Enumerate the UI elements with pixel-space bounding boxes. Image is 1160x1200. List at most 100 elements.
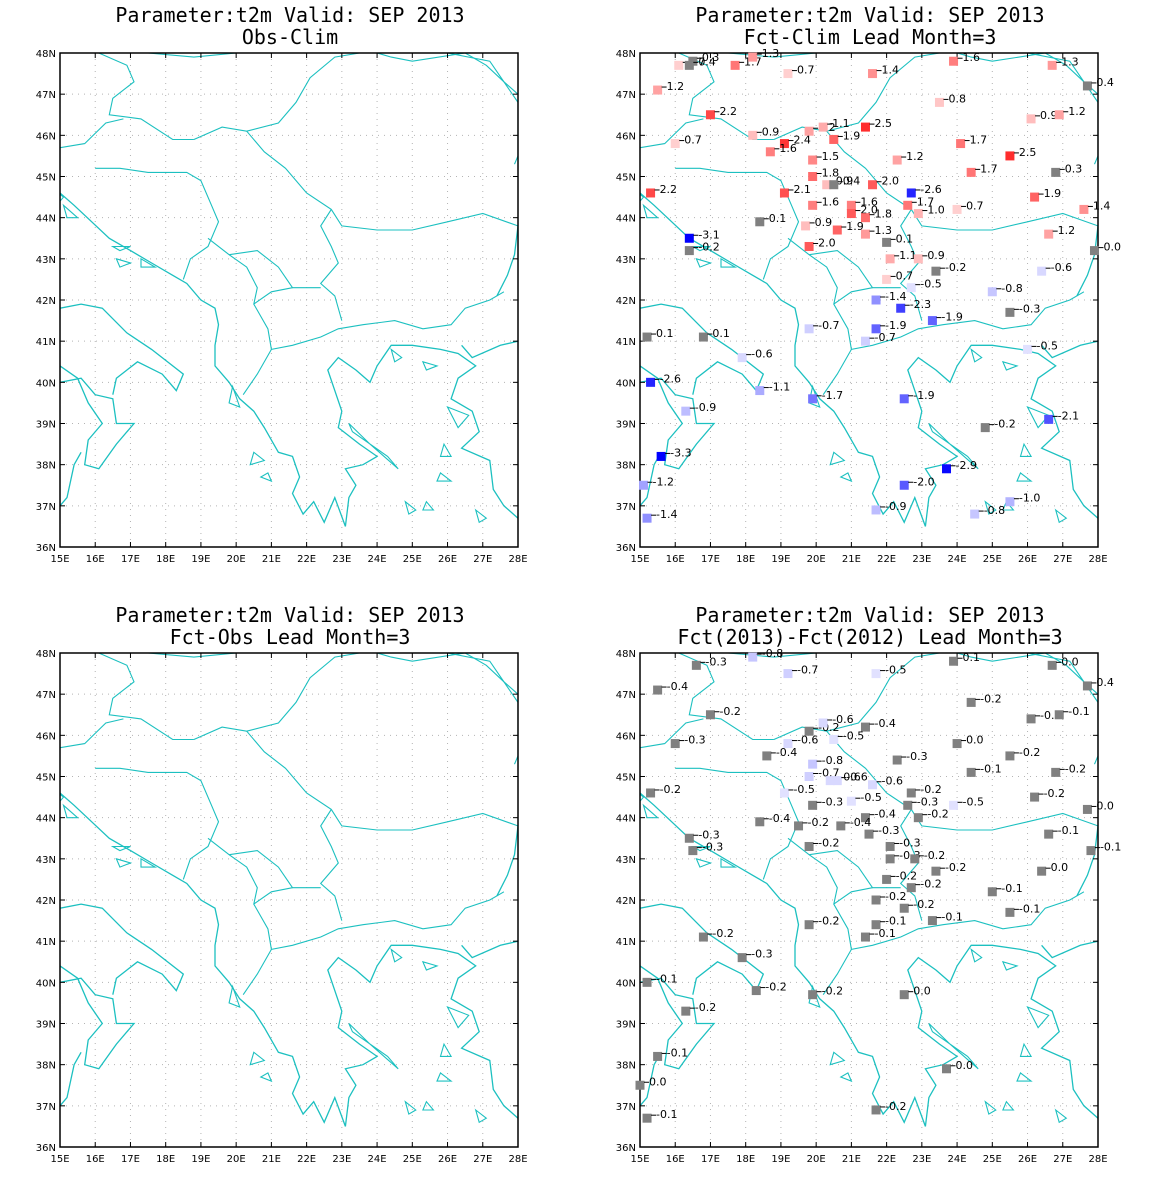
station-value-label: -0.8 <box>1001 282 1022 295</box>
station-value-label: -0.2 <box>920 878 941 891</box>
coastline <box>60 365 136 470</box>
station-marker <box>765 147 775 157</box>
y-tick-label: 46N <box>36 731 56 742</box>
country-border <box>1027 53 1098 165</box>
station-marker <box>829 180 839 190</box>
station-marker <box>942 1064 952 1074</box>
station-marker <box>913 254 923 264</box>
country-border <box>787 237 1085 351</box>
island <box>984 1100 997 1115</box>
station-marker <box>952 739 962 749</box>
country-border <box>447 53 518 165</box>
station-value-label: -2.0 <box>913 475 934 488</box>
y-tick-label: 37N <box>36 502 56 513</box>
station-marker <box>1079 204 1089 214</box>
island <box>421 960 439 971</box>
x-tick-label: 24E <box>368 1154 387 1165</box>
x-tick-label: 19E <box>771 1154 790 1165</box>
station-value-label: 1.1 <box>899 249 917 262</box>
station-value-label: 0.4 <box>1096 676 1114 689</box>
station-marker <box>927 916 937 926</box>
station-marker <box>868 780 878 790</box>
station-value-label: 1.6 <box>860 195 878 208</box>
station-marker <box>1026 114 1036 124</box>
island <box>249 451 266 466</box>
y-tick-label: 45N <box>616 773 636 784</box>
station-marker <box>1047 60 1057 70</box>
station-value-label: -0.8 <box>822 754 843 767</box>
station-marker <box>822 180 832 190</box>
station-marker <box>730 60 740 70</box>
coastline <box>60 451 82 507</box>
station-marker <box>808 800 818 810</box>
x-tick-label: 22E <box>877 1154 896 1165</box>
island <box>348 1023 399 1070</box>
map-panel-obs-clim: Parameter:t2m Valid: SEP 2013 Obs-Clim 1… <box>0 0 580 580</box>
station-value-label: -0.2 <box>660 783 681 796</box>
station-marker <box>646 788 656 798</box>
station-value-label: -0.3 <box>684 734 705 747</box>
station-value-label: 1.9 <box>846 220 864 233</box>
x-tick-label: 26E <box>1018 554 1037 565</box>
island <box>1001 960 1019 971</box>
station-marker <box>670 139 680 149</box>
x-tick-label: 23E <box>912 1154 931 1165</box>
station-marker <box>808 990 818 1000</box>
country-border <box>640 118 704 149</box>
x-tick-label: 18E <box>736 554 755 565</box>
station-marker <box>868 69 878 79</box>
island <box>829 451 846 466</box>
station-marker <box>846 796 856 806</box>
station-value-label: -1.9 <box>941 311 962 324</box>
station-value-label: -0.8 <box>984 504 1005 517</box>
station-marker <box>966 167 976 177</box>
station-marker <box>748 52 758 62</box>
station-marker <box>882 237 892 247</box>
station-marker <box>903 200 913 210</box>
coastlines-borders <box>640 53 1098 527</box>
station-value-label: -2.6 <box>660 372 681 385</box>
station-value-label: 1.6 <box>822 195 840 208</box>
station-marker <box>1030 192 1040 202</box>
station-value-label: 0.7 <box>797 64 815 77</box>
station-marker <box>871 895 881 905</box>
map-panel-fct-clim: Parameter:t2m Valid: SEP 2013 Fct-Clim L… <box>580 0 1160 580</box>
station-marker <box>794 821 804 831</box>
station-value-label: 0.9 <box>836 175 854 188</box>
station-value-label: -0.1 <box>1068 705 1089 718</box>
lat-lon-grid <box>60 653 518 1147</box>
country-border <box>193 653 360 741</box>
station-marker <box>1044 229 1054 239</box>
station-marker <box>656 451 666 461</box>
country-border <box>640 718 704 749</box>
island <box>446 405 470 429</box>
station-value-label: -0.5 <box>793 783 814 796</box>
station-value-label: -0.6 <box>751 348 772 361</box>
station-value-label: -0.2 <box>1044 787 1065 800</box>
station-marker <box>783 739 793 749</box>
x-tick-label: 26E <box>438 554 457 565</box>
map-canvas: 15E 16E 17E 18E 19E 20E 21E 22E 23E 24E 25E 26E 27E 2… <box>36 49 528 565</box>
station-value-label: 0.9 <box>927 249 945 262</box>
station-value-label: -0.6 <box>1051 261 1072 274</box>
station-marker <box>642 513 652 523</box>
y-tick-label: 39N <box>616 1020 636 1031</box>
station-marker <box>804 241 814 251</box>
y-tick-label: 45N <box>36 773 56 784</box>
country-border <box>678 653 774 741</box>
coastline <box>1041 940 1098 959</box>
station-value-label: -0.5 <box>885 664 906 677</box>
station-value-label: 0.3 <box>702 51 720 64</box>
station-marker <box>684 233 694 243</box>
x-tick-label: 16E <box>666 1154 685 1165</box>
x-tick-label: 25E <box>403 554 422 565</box>
station-value-label: -0.1 <box>656 972 677 985</box>
island <box>110 845 131 852</box>
station-marker <box>987 887 997 897</box>
coastline <box>640 792 1098 1127</box>
island <box>259 1072 273 1083</box>
x-tick-label: 22E <box>297 554 316 565</box>
station-marker <box>688 846 698 856</box>
lat-lon-grid <box>60 53 518 547</box>
station-marker <box>1037 266 1047 276</box>
